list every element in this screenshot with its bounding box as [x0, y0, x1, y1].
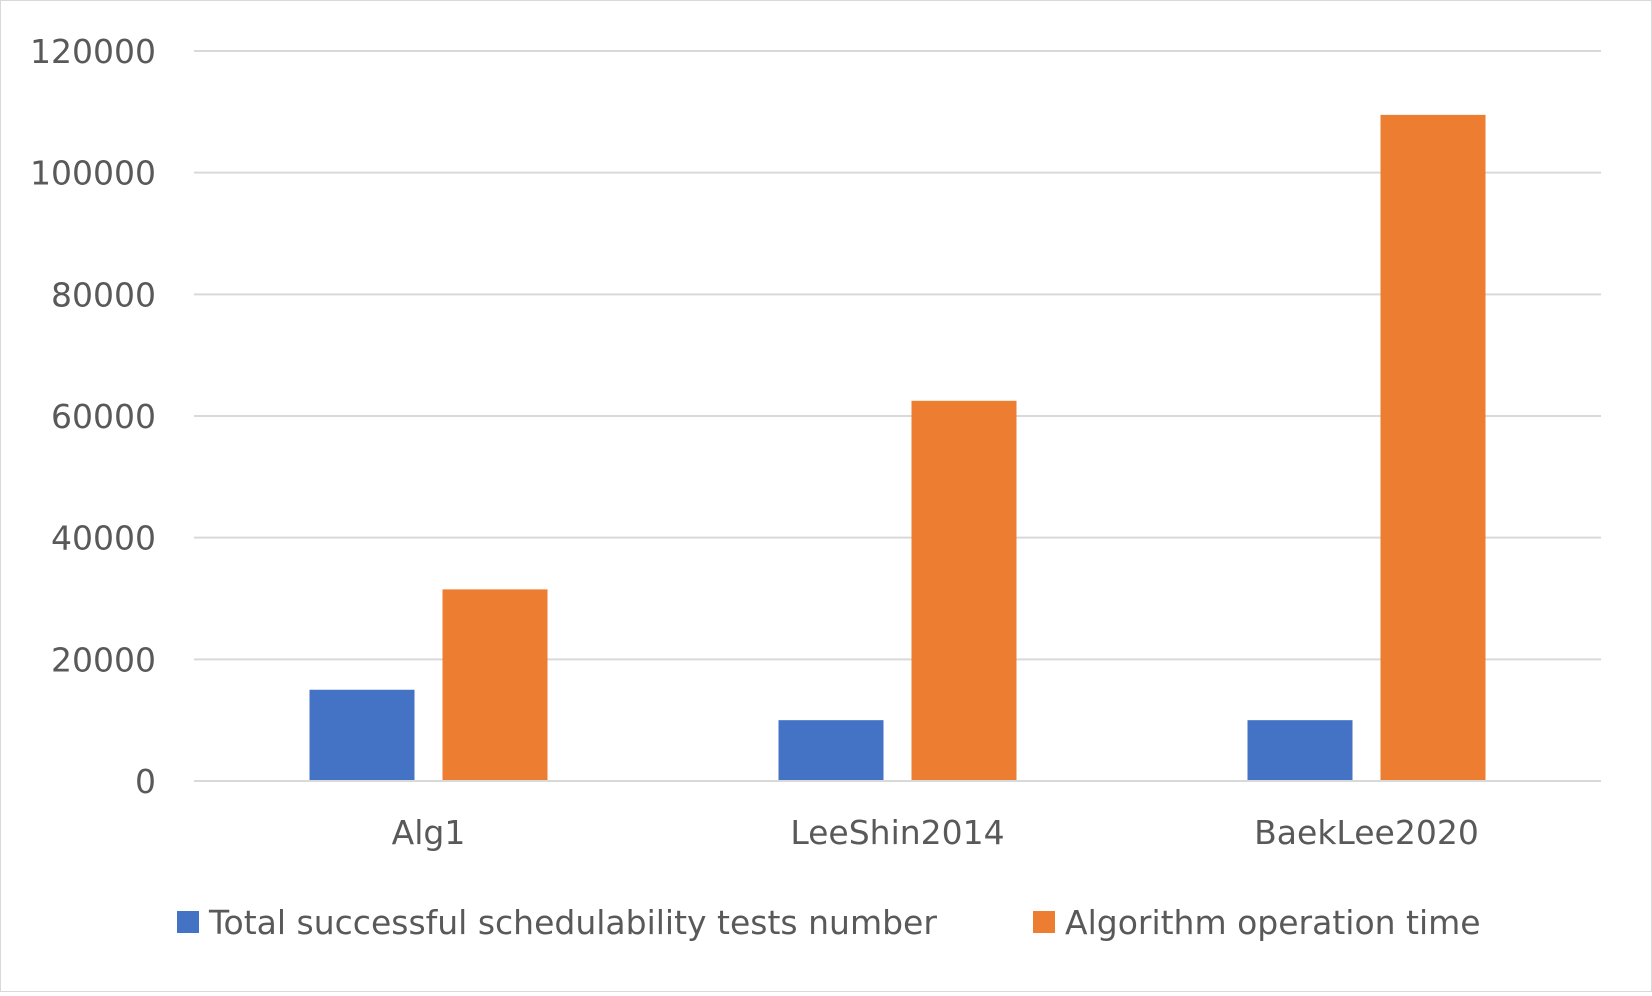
x-category-label: Alg1	[392, 813, 466, 852]
y-tick-label: 80000	[51, 275, 156, 314]
y-tick-label: 20000	[51, 640, 156, 679]
bar-tests-leeshin2014	[778, 720, 884, 781]
y-axis-tick-labels: 0 20000 40000 60000 80000 100000 120000	[30, 32, 156, 801]
gridlines	[194, 50, 1601, 661]
y-tick-label: 120000	[30, 32, 156, 71]
bar-time-alg1	[442, 589, 548, 781]
y-tick-label: 0	[135, 762, 156, 801]
x-category-label: BaekLee2020	[1254, 813, 1479, 852]
bar-tests-baeklee2020	[1247, 720, 1353, 781]
legend-swatch	[177, 911, 199, 933]
legend-label: Total successful schedulability tests nu…	[208, 903, 937, 942]
x-axis-category-labels: Alg1 LeeShin2014 BaekLee2020	[392, 813, 1479, 852]
bar-time-leeshin2014	[911, 400, 1017, 781]
bar-tests-alg1	[309, 689, 415, 781]
legend-label: Algorithm operation time	[1065, 903, 1481, 942]
x-category-label: LeeShin2014	[790, 813, 1004, 852]
y-tick-label: 40000	[51, 519, 156, 558]
bar-time-baeklee2020	[1380, 114, 1486, 781]
y-tick-label: 100000	[30, 154, 156, 193]
legend-swatch	[1033, 911, 1055, 933]
legend: Total successful schedulability tests nu…	[177, 903, 1481, 942]
y-tick-label: 60000	[51, 397, 156, 436]
bars	[309, 114, 1486, 781]
